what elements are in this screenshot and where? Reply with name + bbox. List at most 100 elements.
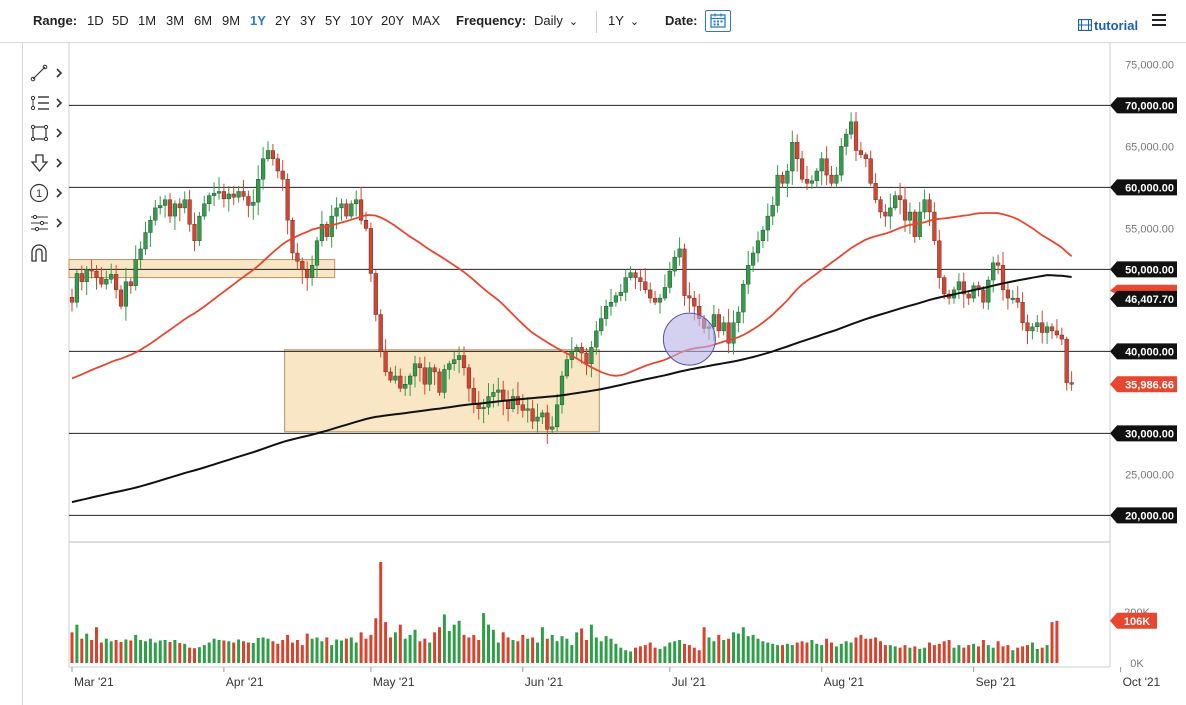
volume-bar <box>340 640 343 663</box>
candle-body <box>192 224 197 241</box>
candle <box>1054 319 1059 339</box>
candle-body <box>182 199 187 209</box>
candle <box>912 209 917 243</box>
volume-bar <box>869 638 873 663</box>
date-picker-button[interactable] <box>705 10 731 32</box>
candle <box>550 416 555 434</box>
candle-body <box>687 295 692 299</box>
range-3y-button[interactable]: 3Y <box>300 13 316 28</box>
range-5y-button[interactable]: 5Y <box>325 13 341 28</box>
candle <box>422 356 427 395</box>
candle <box>1010 289 1015 304</box>
volume-bar <box>119 642 123 663</box>
volume-bar <box>217 639 221 663</box>
candle <box>628 266 633 281</box>
candle-body <box>677 248 682 258</box>
volume-bar <box>99 642 103 663</box>
candle-body <box>344 203 349 217</box>
volume-bar <box>560 636 564 663</box>
level-tag-bg <box>1110 261 1177 278</box>
fib-lines-tool[interactable] <box>28 92 66 114</box>
menu-icon[interactable] <box>1152 14 1166 26</box>
volume-bar <box>447 631 451 663</box>
calendar-icon <box>710 13 726 28</box>
candle <box>858 141 863 159</box>
candle <box>809 175 814 189</box>
range-1d-button[interactable]: 1D <box>87 13 104 28</box>
volume-bar <box>144 641 147 663</box>
candle <box>780 171 785 188</box>
candle-body <box>290 219 295 254</box>
volume-bar <box>732 632 735 663</box>
range-20y-button[interactable]: 20Y <box>381 13 405 28</box>
month-label: Jul '21 <box>672 675 707 689</box>
candle <box>755 231 761 263</box>
range-10y-button[interactable]: 10Y <box>350 13 374 28</box>
pattern-tool[interactable] <box>28 212 66 234</box>
volume-bar <box>643 645 647 663</box>
volume-bar <box>957 645 961 663</box>
volume-bar <box>344 638 348 663</box>
magnet-tool[interactable] <box>28 242 66 264</box>
candle-body <box>667 270 672 288</box>
candle-body <box>785 170 790 184</box>
volume-bar <box>790 645 794 663</box>
volume-bar <box>320 641 324 663</box>
volume-bar <box>967 645 971 663</box>
volume-bar <box>888 645 892 663</box>
volume-bar <box>433 632 437 663</box>
range-1y-button[interactable]: 1Y <box>250 13 266 28</box>
candle <box>461 346 467 376</box>
candle <box>653 290 658 306</box>
candle-body <box>780 174 785 184</box>
candle-body <box>633 272 638 278</box>
volume-bar <box>526 638 530 663</box>
period-select[interactable]: 1Y ⌄ <box>608 13 639 28</box>
numbered-marker-tool[interactable]: 1 <box>28 182 66 204</box>
price-tick-label: 75,000.00 <box>1125 59 1174 71</box>
candle <box>594 321 599 355</box>
chart-frame <box>22 42 1186 705</box>
candle-body <box>770 205 775 217</box>
range-6m-button[interactable]: 6M <box>194 13 213 28</box>
range-label: Range: <box>33 13 78 28</box>
volume-bar <box>594 637 598 663</box>
range-9m-button[interactable]: 9M <box>222 13 241 28</box>
volume-bar <box>825 638 829 663</box>
candle <box>246 190 251 218</box>
volume-bar <box>903 645 907 663</box>
rectangle-tool[interactable] <box>28 122 66 144</box>
volume-bar <box>359 632 363 663</box>
candle <box>99 267 104 288</box>
arrow-tool[interactable] <box>28 152 66 174</box>
tutorial-link[interactable]: tutorial <box>1077 18 1138 33</box>
candle <box>829 165 834 187</box>
range-5d-button[interactable]: 5D <box>112 13 129 28</box>
candle-body <box>530 408 535 422</box>
range-3m-button[interactable]: 3M <box>166 13 185 28</box>
volume-bar <box>722 639 726 663</box>
candle-body <box>589 347 594 364</box>
volume-bar <box>80 638 84 663</box>
volume-bar <box>286 634 290 663</box>
frequency-select[interactable]: Daily ⌄ <box>534 13 578 28</box>
volume-bar <box>717 634 721 663</box>
level-tag <box>1110 97 1177 114</box>
volume-bar <box>369 634 373 663</box>
volume-bar <box>981 639 985 663</box>
trend-line-tool[interactable] <box>28 62 66 84</box>
candle <box>741 280 746 324</box>
volume-bar <box>1016 647 1020 663</box>
candle-body <box>310 265 315 278</box>
candle-body <box>800 158 805 180</box>
candle <box>540 409 545 424</box>
range-1m-button[interactable]: 1M <box>138 13 157 28</box>
candle <box>657 294 663 314</box>
range-max-button[interactable]: MAX <box>412 13 441 28</box>
candle <box>1059 327 1064 346</box>
level-tag-bg <box>1110 179 1177 196</box>
candle-body <box>604 306 609 319</box>
range-2y-button[interactable]: 2Y <box>275 13 291 28</box>
candle <box>746 251 751 295</box>
